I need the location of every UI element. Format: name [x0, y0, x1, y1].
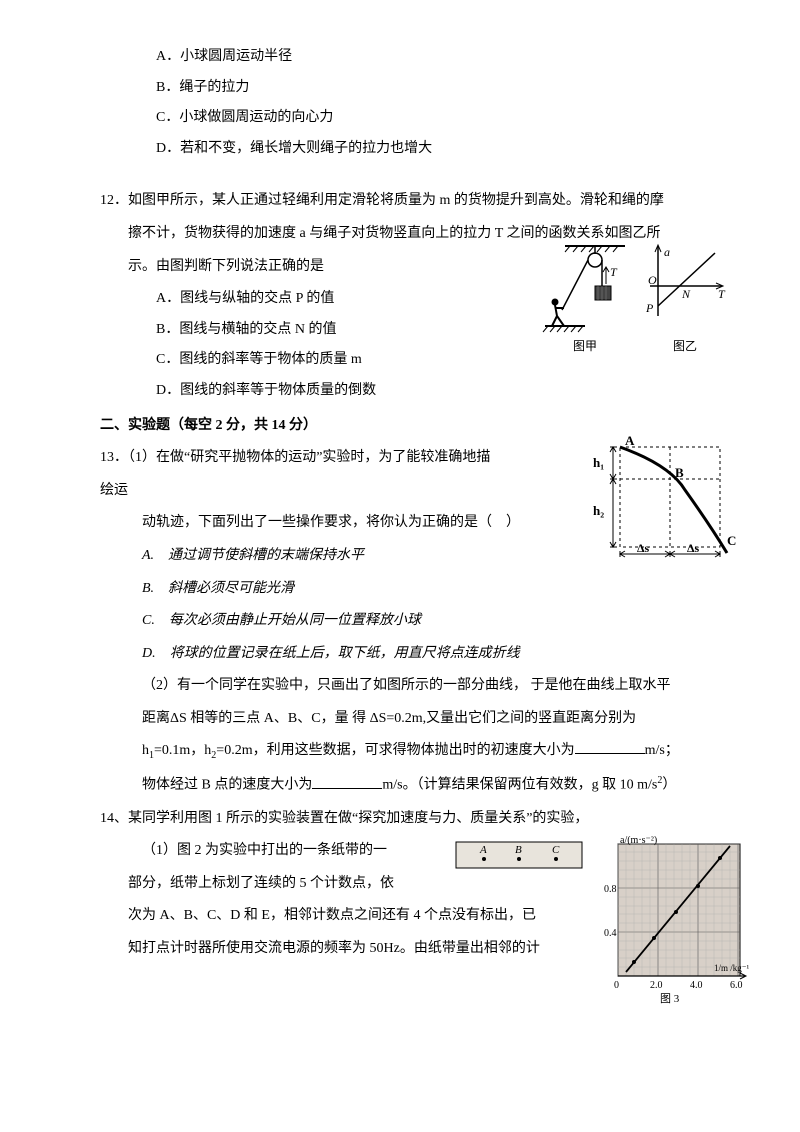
- tape-A: A: [479, 844, 487, 856]
- q11-option-b: B．绳子的拉力: [100, 75, 720, 102]
- q12-fig2-wrap: a O N T P 图乙: [640, 238, 730, 358]
- q14-figures: A B C: [454, 836, 750, 1017]
- tape-B: B: [515, 844, 522, 856]
- xtick-4: 4.0: [690, 980, 703, 991]
- q12-figure-1: T: [540, 238, 630, 333]
- question-13: A B C h₁ h₂ Δs: [100, 445, 720, 799]
- p5b: m/s。（计算结果保留两位有效数，g 取 10 m/s: [382, 778, 657, 793]
- p5c: ）: [662, 778, 676, 793]
- q12-fig1-wrap: T: [540, 238, 630, 358]
- origin-O: O: [648, 273, 657, 287]
- q12-figures: T: [540, 238, 730, 358]
- q12-number: 12．: [100, 193, 128, 208]
- q14-tape: A B C: [454, 836, 584, 876]
- xtick-6: 6.0: [730, 980, 743, 991]
- q13-p4a: 距离ΔS 相等的三点 A、B、C，量 得 ΔS=0.2m,又量出它们之间的竖直距…: [100, 706, 720, 733]
- q14-p3: 部分，纸带上标划了连续的 5 个计数点，依: [100, 871, 448, 898]
- q14-p1-text: 某同学利用图 1 所示的实验装置在做“探究加速度与力、质量关系”的实验，: [128, 811, 588, 826]
- tape-C: C: [552, 844, 560, 856]
- q11-option-a: A．小球圆周运动半径: [100, 44, 720, 71]
- q12-caption-2: 图乙: [640, 335, 730, 358]
- q13-p5: 物体经过 B 点的速度大小为 m/s。（计算结果保留两位有效数，g 取 10 m/…: [100, 771, 720, 799]
- chart-caption: 图 3: [660, 992, 680, 1005]
- q13-option-b: B. 斜槽必须尽可能光滑: [100, 576, 720, 603]
- q12-option-d: D．图线的斜率等于物体质量的倒数: [100, 378, 720, 405]
- q14-chart: a/(m·s⁻²) 0.8 0.4 0 2.0 4.0 6.0 1/m /kg⁻…: [590, 836, 750, 1006]
- q13-option-d: D. 将球的位置记录在纸上后，取下纸，用直尺将点连成折线: [100, 641, 720, 668]
- label-ds2: Δs: [687, 541, 700, 555]
- ytick-08: 0.8: [604, 884, 617, 895]
- q13-number: 13．: [100, 450, 128, 465]
- q14-number: 14、: [100, 811, 128, 826]
- ytick-04: 0.4: [604, 928, 617, 939]
- blank-2[interactable]: [312, 774, 382, 789]
- p4b-pre: h: [142, 743, 149, 758]
- ylabel: a/(m·s⁻²): [620, 836, 657, 846]
- q14-p1: 14、某同学利用图 1 所示的实验装置在做“探究加速度与力、质量关系”的实验，: [100, 806, 720, 833]
- question-12: 12．如图甲所示，某人正通过轻绳利用定滑轮将质量为 m 的货物提升到高处。滑轮和…: [100, 188, 720, 404]
- question-14: 14、某同学利用图 1 所示的实验装置在做“探究加速度与力、质量关系”的实验， …: [100, 806, 720, 963]
- q13-p1-text: （1）在做“研究平抛物体的运动”实验时，为了能较准确地描: [128, 450, 490, 465]
- point-N: N: [681, 287, 691, 301]
- q13-p4b: h1=0.1m，h2=0.2m，利用这些数据，可求得物体抛出时的初速度大小为m/…: [100, 738, 720, 765]
- point-P: P: [645, 301, 654, 315]
- axis-T: T: [718, 287, 726, 301]
- q12-caption-1: 图甲: [540, 335, 630, 358]
- label-T: T: [610, 265, 618, 279]
- xtick-2: 2.0: [650, 980, 663, 991]
- xtick-0: 0: [614, 980, 619, 991]
- p4b-unit: m/s；: [645, 743, 679, 758]
- q11-option-d: D．若和不变，绳长增大则绳子的拉力也增大: [100, 136, 720, 163]
- p4b-mid2: =0.2m，利用这些数据，可求得物体抛出时的初速度大小为: [216, 743, 574, 758]
- point-B: B: [675, 465, 684, 480]
- p4b-mid1: =0.1m，h: [154, 743, 211, 758]
- q14-p2: （1）图 2 为实验中打出的一条纸带的一: [100, 838, 442, 865]
- point-A: A: [625, 435, 635, 448]
- label-ds1: Δs: [637, 541, 650, 555]
- q11-option-c: C．小球做圆周运动的向心力: [100, 105, 720, 132]
- label-h2: h₂: [593, 503, 604, 518]
- q14-chart-wrap: a/(m·s⁻²) 0.8 0.4 0 2.0 4.0 6.0 1/m /kg⁻…: [590, 836, 750, 1017]
- axis-a: a: [664, 245, 670, 259]
- label-h1: h₁: [593, 455, 604, 470]
- q12-stem-line1: 如图甲所示，某人正通过轻绳利用定滑轮将质量为 m 的货物提升到高处。滑轮和绳的摩: [128, 193, 664, 208]
- q13-option-c: C. 每次必须由静止开始从同一位置释放小球: [100, 608, 720, 635]
- blank-1[interactable]: [575, 739, 645, 754]
- q12-stem: 12．如图甲所示，某人正通过轻绳利用定滑轮将质量为 m 的货物提升到高处。滑轮和…: [100, 188, 720, 215]
- p5a: 物体经过 B 点的速度大小为: [142, 778, 312, 793]
- point-C: C: [727, 533, 736, 548]
- q13-p3: （2）有一个同学在实验中，只画出了如图所示的一部分曲线， 于是他在曲线上取水平: [100, 673, 720, 700]
- q12-figure-2: a O N T P: [640, 238, 730, 333]
- xlabel: 1/m /kg⁻¹: [714, 963, 750, 973]
- q13-figure: A B C h₁ h₂ Δs: [575, 435, 740, 571]
